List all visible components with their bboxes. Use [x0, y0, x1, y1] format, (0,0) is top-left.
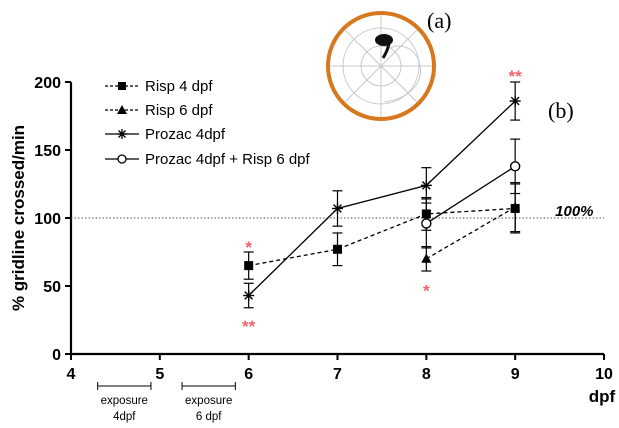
star-stroke — [510, 96, 520, 106]
arena-gridline — [344, 29, 418, 103]
series-2 — [421, 182, 521, 272]
x-tick-label: 6 — [244, 366, 253, 383]
swim-trace — [383, 45, 421, 103]
legend-item-prozac-risp: Prozac 4dpf + Risp 6 dpf — [105, 151, 311, 168]
data-point-star — [243, 290, 255, 302]
data-point-star — [420, 179, 432, 191]
exposure-note-4dpf: exposure 4dpf — [97, 382, 152, 423]
x-ticks: 4 5 6 7 8 9 10 — [67, 354, 613, 383]
legend-marker-star — [117, 129, 127, 139]
x-tick-label: 10 — [595, 366, 613, 383]
y-axis-title: % gridline crossed/min — [9, 125, 28, 311]
data-point-square — [333, 244, 342, 254]
series-4 — [421, 138, 521, 249]
reference-line-label: 100% — [555, 203, 593, 220]
x-tick-label: 8 — [422, 366, 431, 383]
significance-marker: ** — [242, 317, 256, 336]
legend-label: Prozac 4dpf — [145, 126, 226, 143]
y-tick-label: 100 — [34, 211, 61, 228]
series-1 — [243, 183, 521, 280]
legend-marker-circle — [117, 154, 127, 164]
data-point-circle — [509, 161, 521, 172]
significance-marker: * — [245, 238, 252, 257]
y-tick-label: 150 — [34, 143, 61, 160]
data-point-triangle — [421, 253, 432, 263]
significance-marker: * — [423, 282, 430, 301]
exposure-label: 6 dpf — [196, 411, 222, 423]
significance-markers: ****** — [242, 67, 522, 336]
y-tick-label: 50 — [43, 279, 61, 296]
data-point-triangle — [510, 201, 521, 212]
legend-marker-triangle — [117, 105, 127, 114]
y-tick-label: 200 — [34, 75, 61, 92]
exposure-label: 4dpf — [113, 411, 136, 423]
x-tick-label: 7 — [333, 366, 342, 383]
y-tick-label: 0 — [52, 347, 61, 364]
data-point-star — [332, 202, 343, 214]
star-stroke — [333, 204, 342, 213]
legend-item-risp-6dpf: Risp 6 dpf — [105, 102, 213, 119]
y-ticks: 0 50 100 150 200 — [34, 75, 71, 364]
series-line — [426, 206, 516, 260]
data-point-star — [509, 95, 521, 107]
series-3 — [243, 81, 521, 309]
legend-label: Risp 6 dpf — [145, 102, 213, 119]
exposure-label: exposure — [101, 395, 148, 407]
legend-item-risp-4dpf: Risp 4 dpf — [105, 78, 213, 95]
exposure-note-6dpf: exposure 6 dpf — [181, 382, 236, 423]
legend: Risp 4 dpf Risp 6 dpf Prozac 4dpf Prozac… — [105, 78, 311, 168]
x-tick-label: 4 — [67, 366, 76, 383]
legend-item-prozac-4dpf: Prozac 4dpf — [105, 126, 226, 143]
x-tick-label: 9 — [511, 366, 520, 383]
star-stroke — [244, 291, 254, 300]
legend-marker-square — [118, 82, 126, 90]
panel-label-b: (b) — [548, 98, 574, 123]
x-axis-title: dpf — [589, 387, 616, 406]
x-tick-label: 5 — [155, 366, 164, 383]
star-stroke — [421, 180, 431, 190]
panel-label-a: (a) — [427, 8, 451, 33]
data-point-square — [244, 261, 254, 271]
significance-marker: ** — [509, 67, 523, 86]
series-line — [248, 207, 516, 267]
series-line — [248, 100, 516, 296]
exposure-label: exposure — [185, 395, 232, 407]
arena-illustration — [326, 11, 436, 121]
series-layer — [243, 81, 521, 309]
series-line — [425, 165, 516, 224]
legend-label: Prozac 4dpf + Risp 6 dpf — [145, 151, 311, 168]
legend-label: Risp 4 dpf — [145, 78, 213, 95]
larva-icon — [375, 34, 393, 59]
data-point-circle — [421, 218, 432, 229]
